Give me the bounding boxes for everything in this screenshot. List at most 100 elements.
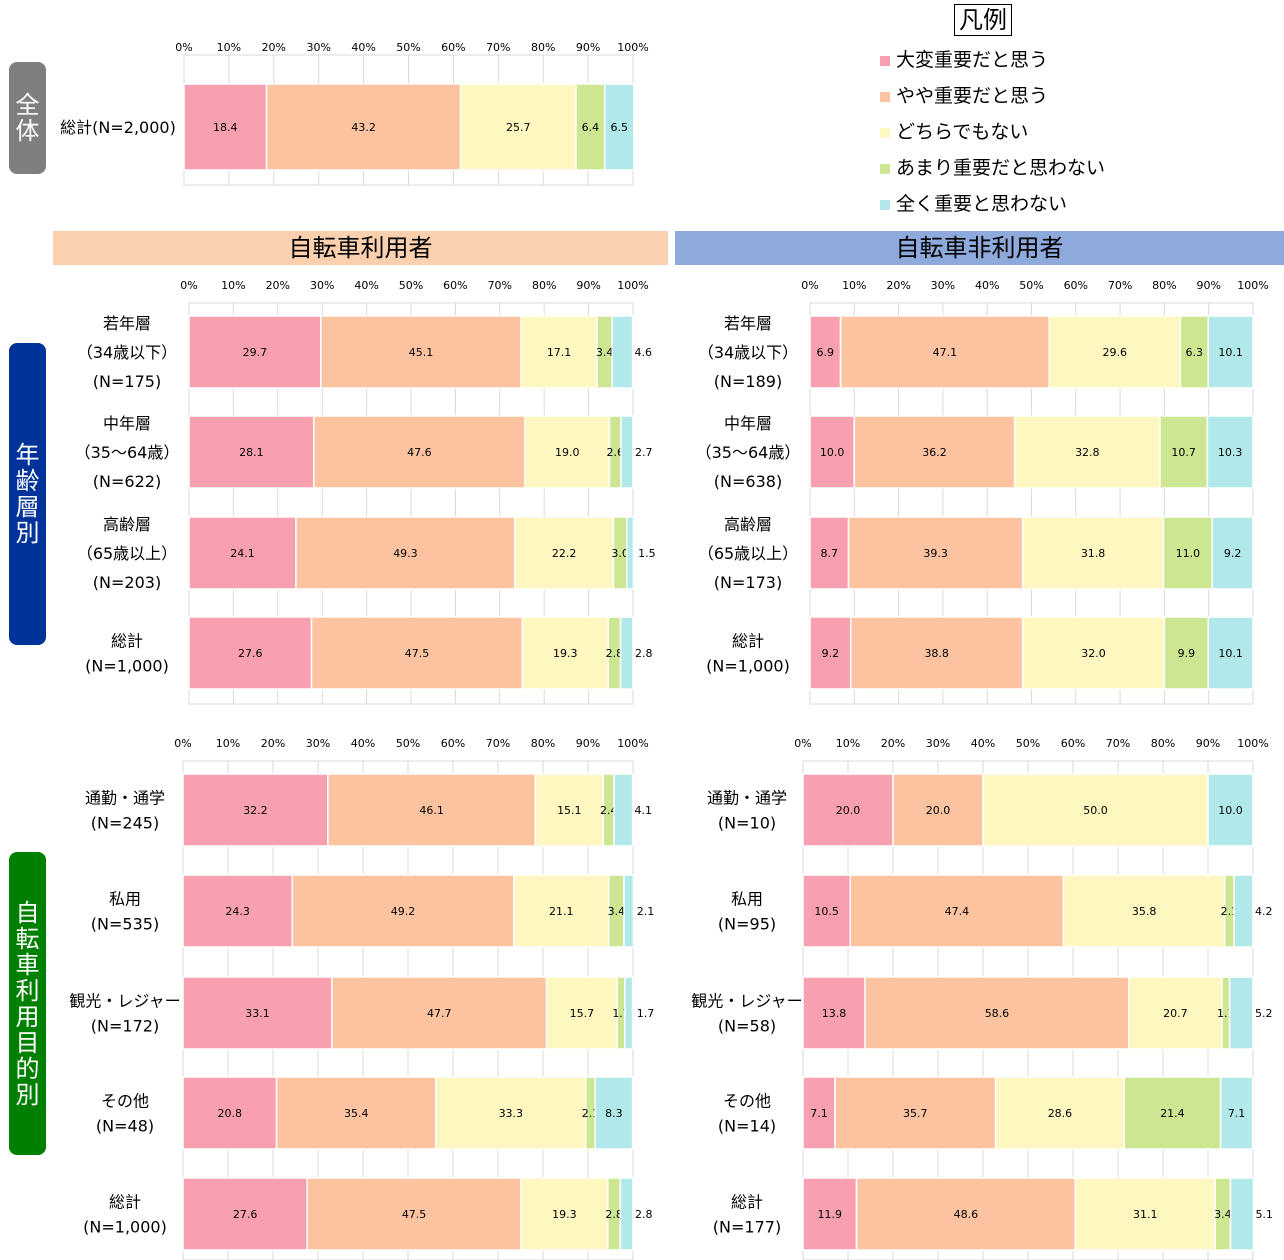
bar-segment [847, 516, 1024, 590]
data-label: 47.1 [933, 346, 958, 359]
category-label-line: (N=58) [718, 1017, 776, 1036]
x-tick-label: 0% [175, 41, 192, 54]
category-label: 総計 (N=1,000) [85, 632, 169, 676]
x-tick-label: 50% [1019, 279, 1043, 292]
category-label-line: 総計 [109, 1193, 141, 1212]
bar-row: 20.0 20.0 50.0 10.0 [802, 773, 1254, 847]
data-label: 19.0 [555, 446, 580, 459]
category-label-line: (N=1,000) [85, 657, 169, 676]
bar-segment [626, 516, 635, 590]
data-label: 19.3 [553, 647, 578, 660]
category-label-line: （34歳以下） [77, 343, 177, 362]
category-label-line: (N=48) [96, 1117, 154, 1136]
category-label-line: (N=172) [91, 1017, 159, 1036]
x-tick-label: 90% [576, 41, 600, 54]
bar-segment [320, 315, 522, 389]
bar-segment [520, 315, 598, 389]
bar-segment [849, 874, 1065, 948]
data-label: 13.8 [822, 1007, 847, 1020]
bar-segment [809, 516, 850, 590]
data-label: 4.2 [1255, 905, 1273, 918]
legend-swatch-4 [880, 200, 890, 210]
bar-row: 32.2 46.1 15.1 2.4 4.1 [182, 773, 652, 847]
data-label: 2.6 [606, 446, 624, 459]
data-label: 11.0 [1176, 547, 1201, 560]
x-tick-label: 100% [617, 41, 648, 54]
legend-label: 大変重要だと思う [896, 49, 1049, 71]
data-label: 35.8 [1132, 905, 1157, 918]
x-tick-label: 40% [975, 279, 999, 292]
bar-segment [809, 616, 852, 690]
side-label-overall: 全体 [9, 62, 46, 174]
x-tick-label: 60% [441, 41, 465, 54]
data-label: 20.8 [218, 1107, 243, 1120]
legend-item: 全く重要と思わない [878, 186, 1118, 222]
x-tick-label: 80% [1151, 737, 1175, 750]
band-non-users-label: 自転車非利用者 [895, 234, 1064, 262]
bar-row: 33.1 47.7 15.7 1.7 1.7 [182, 976, 654, 1050]
legend-item: 大変重要だと思う [878, 42, 1118, 78]
category-label-line: (N=175) [93, 372, 161, 391]
legend-item: あまり重要だと思わない [878, 150, 1118, 186]
category-label-line: 通勤・通学 [85, 789, 165, 808]
category-label-line: （65歳以上） [77, 544, 177, 563]
bar-segment [834, 1076, 997, 1150]
bar-segment [188, 315, 322, 389]
x-tick-label: 90% [1196, 737, 1220, 750]
data-label: 9.2 [822, 647, 840, 660]
x-tick-label: 90% [1196, 279, 1220, 292]
category-label-line: (N=638) [714, 472, 782, 491]
data-label: 18.4 [213, 121, 238, 134]
data-label: 6.9 [817, 346, 835, 359]
x-tick-label: 100% [1237, 279, 1268, 292]
category-label-line: (N=14) [718, 1117, 776, 1136]
bar-segment [534, 773, 605, 847]
bar-segment [1219, 1076, 1254, 1150]
bar-segment [1207, 773, 1254, 847]
bar-segment [575, 83, 606, 171]
data-label: 5.1 [1255, 1208, 1273, 1221]
data-label: 49.2 [391, 905, 416, 918]
data-label: 15.1 [557, 804, 582, 817]
x-tick-label: 30% [310, 279, 334, 292]
data-label: 7.1 [1228, 1107, 1246, 1120]
legend-label: 全く重要と思わない [896, 193, 1068, 215]
x-tick-label: 80% [531, 737, 555, 750]
x-tick-label: 20% [886, 279, 910, 292]
data-label: 2.8 [635, 647, 653, 660]
bar-segment [524, 415, 611, 489]
bar-segment [809, 315, 842, 389]
bar-segment [182, 976, 333, 1050]
legend-swatch-1 [880, 92, 890, 102]
category-label-line: 観光・レジャー [691, 992, 802, 1011]
data-label: 39.3 [923, 547, 948, 560]
data-label: 3.4 [1214, 1208, 1232, 1221]
x-tick-label: 100% [1237, 737, 1268, 750]
data-label: 47.4 [945, 905, 970, 918]
category-label: その他 (N=14) [718, 1092, 776, 1136]
data-label: 24.3 [225, 905, 250, 918]
data-label: 48.6 [954, 1208, 979, 1221]
data-label: 17.1 [547, 346, 572, 359]
bar-segment [802, 976, 866, 1050]
bar-segment [802, 1177, 858, 1251]
data-label: 50.0 [1083, 804, 1108, 817]
data-label: 9.9 [1178, 647, 1196, 660]
legend-label: どちらでもない [896, 121, 1029, 143]
data-label: 2.7 [635, 446, 653, 459]
data-label: 20.7 [1163, 1007, 1188, 1020]
data-label: 10.1 [1218, 647, 1243, 660]
category-label-line: 私用 [109, 890, 141, 909]
category-label: 私用 (N=535) [91, 890, 159, 934]
bar-segment [982, 773, 1209, 847]
category-label-line: 高齢層 [103, 515, 151, 534]
bar-row: 11.9 48.6 31.1 3.4 5.1 [802, 1177, 1273, 1251]
bar-segment [1233, 874, 1254, 948]
x-tick-label: 70% [1108, 279, 1132, 292]
category-label-line: 観光・レジャー [69, 992, 180, 1011]
data-label: 2.4 [600, 804, 618, 817]
category-label-line: （35～64歳） [75, 443, 180, 462]
bar-row: 6.9 47.1 29.6 6.3 10.1 [809, 315, 1254, 389]
data-label: 29.6 [1103, 346, 1128, 359]
